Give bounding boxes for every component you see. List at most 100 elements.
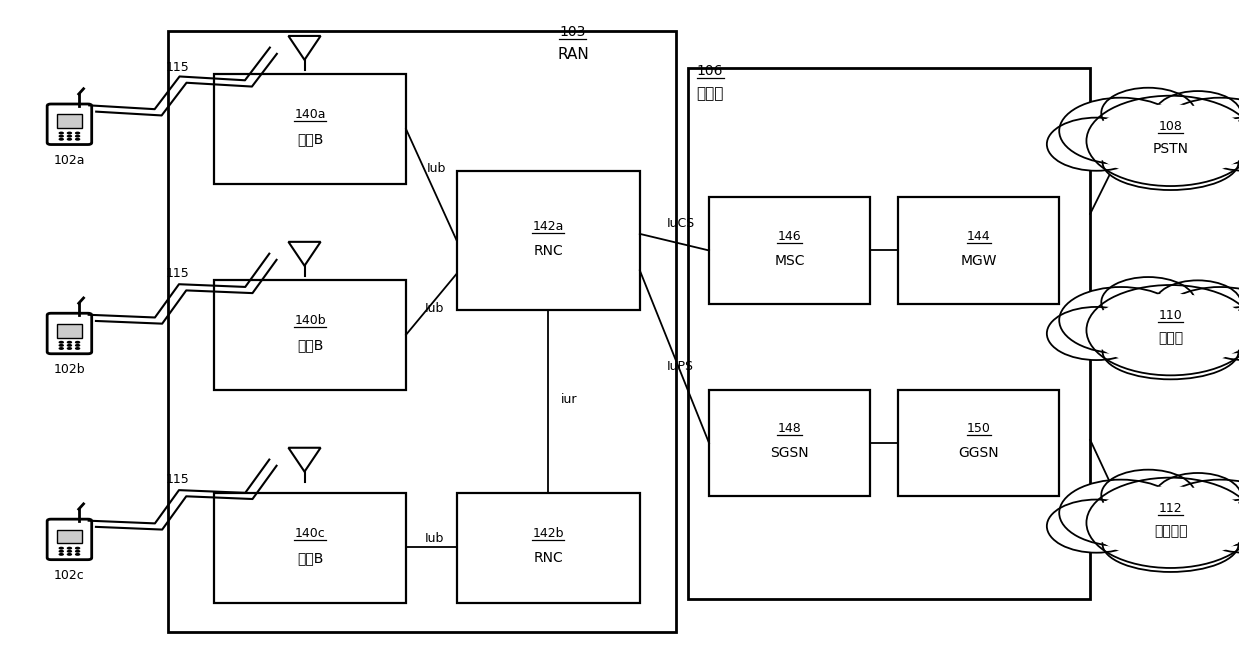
Ellipse shape [1154, 91, 1240, 137]
Text: 103: 103 [559, 25, 587, 39]
Text: RNC: RNC [533, 244, 563, 258]
Circle shape [67, 135, 72, 137]
Ellipse shape [1047, 117, 1146, 171]
Text: GGSN: GGSN [959, 446, 999, 460]
Text: RNC: RNC [533, 551, 563, 565]
Text: 115: 115 [165, 473, 188, 486]
Text: 其他网络: 其他网络 [1153, 524, 1188, 538]
Text: Iub: Iub [425, 301, 444, 315]
FancyBboxPatch shape [47, 104, 92, 145]
Text: 140c: 140c [295, 527, 325, 540]
Ellipse shape [1102, 516, 1239, 572]
Ellipse shape [1090, 293, 1240, 367]
Text: 146: 146 [777, 229, 801, 243]
FancyBboxPatch shape [215, 75, 405, 184]
Ellipse shape [1086, 285, 1240, 376]
Circle shape [67, 344, 72, 347]
Text: 108: 108 [1158, 120, 1183, 133]
FancyBboxPatch shape [215, 493, 405, 602]
Ellipse shape [1158, 287, 1240, 354]
Text: iur: iur [560, 394, 577, 406]
Ellipse shape [1059, 480, 1183, 546]
Circle shape [58, 547, 64, 550]
Text: MSC: MSC [774, 253, 805, 267]
Circle shape [58, 341, 64, 344]
Text: 节点B: 节点B [296, 551, 324, 565]
FancyBboxPatch shape [456, 493, 640, 602]
Circle shape [74, 553, 81, 556]
Text: 102a: 102a [53, 154, 86, 167]
Ellipse shape [1102, 134, 1239, 190]
Circle shape [58, 347, 64, 350]
Text: IuPS: IuPS [667, 360, 694, 374]
Circle shape [58, 553, 64, 556]
Bar [57, 115, 82, 128]
Circle shape [58, 344, 64, 347]
Text: 150: 150 [967, 422, 991, 435]
Ellipse shape [1090, 104, 1240, 177]
Ellipse shape [1101, 277, 1195, 327]
Ellipse shape [1158, 480, 1240, 546]
Ellipse shape [1158, 97, 1240, 164]
Text: 节点B: 节点B [296, 133, 324, 147]
FancyBboxPatch shape [709, 390, 870, 496]
Ellipse shape [1101, 470, 1195, 520]
Text: Iub: Iub [425, 532, 444, 544]
Text: 115: 115 [165, 61, 188, 74]
Bar [57, 323, 82, 338]
Ellipse shape [1047, 500, 1146, 553]
Polygon shape [289, 36, 321, 60]
Text: 115: 115 [165, 267, 188, 280]
Ellipse shape [1086, 478, 1240, 568]
Circle shape [74, 138, 81, 141]
Ellipse shape [1090, 486, 1240, 560]
Text: SGSN: SGSN [770, 446, 808, 460]
Text: IuCS: IuCS [667, 217, 696, 229]
FancyBboxPatch shape [47, 519, 92, 560]
Ellipse shape [1195, 500, 1240, 553]
Ellipse shape [1059, 97, 1183, 164]
Ellipse shape [1154, 280, 1240, 327]
Text: 核心网: 核心网 [697, 87, 724, 101]
FancyBboxPatch shape [456, 171, 640, 310]
FancyBboxPatch shape [215, 280, 405, 390]
Circle shape [74, 547, 81, 550]
Text: 110: 110 [1158, 309, 1183, 322]
Ellipse shape [1086, 95, 1240, 186]
Circle shape [58, 131, 64, 135]
Ellipse shape [1101, 88, 1195, 138]
Circle shape [67, 553, 72, 556]
Ellipse shape [1047, 307, 1146, 360]
Ellipse shape [1154, 473, 1240, 520]
Text: 142a: 142a [532, 219, 564, 233]
Text: 112: 112 [1158, 502, 1183, 515]
Circle shape [58, 138, 64, 141]
Text: 140a: 140a [294, 108, 326, 121]
Text: RAN: RAN [557, 47, 589, 61]
Circle shape [74, 131, 81, 135]
FancyBboxPatch shape [47, 313, 92, 354]
Text: 140b: 140b [294, 314, 326, 327]
Ellipse shape [1195, 117, 1240, 171]
Circle shape [74, 341, 81, 344]
Text: Iub: Iub [428, 162, 446, 175]
Text: 144: 144 [967, 229, 991, 243]
Circle shape [58, 135, 64, 137]
Text: 142b: 142b [532, 527, 564, 540]
Circle shape [74, 550, 81, 553]
Circle shape [67, 347, 72, 350]
Circle shape [58, 550, 64, 553]
Ellipse shape [1102, 323, 1239, 380]
FancyBboxPatch shape [169, 31, 676, 632]
Circle shape [67, 547, 72, 550]
Text: 148: 148 [777, 422, 801, 435]
FancyBboxPatch shape [688, 68, 1090, 599]
Ellipse shape [1195, 307, 1240, 360]
Circle shape [67, 341, 72, 344]
Circle shape [67, 138, 72, 141]
Circle shape [74, 344, 81, 347]
Text: 102c: 102c [55, 570, 84, 582]
Ellipse shape [1059, 287, 1183, 354]
Polygon shape [289, 242, 321, 265]
Polygon shape [289, 448, 321, 472]
